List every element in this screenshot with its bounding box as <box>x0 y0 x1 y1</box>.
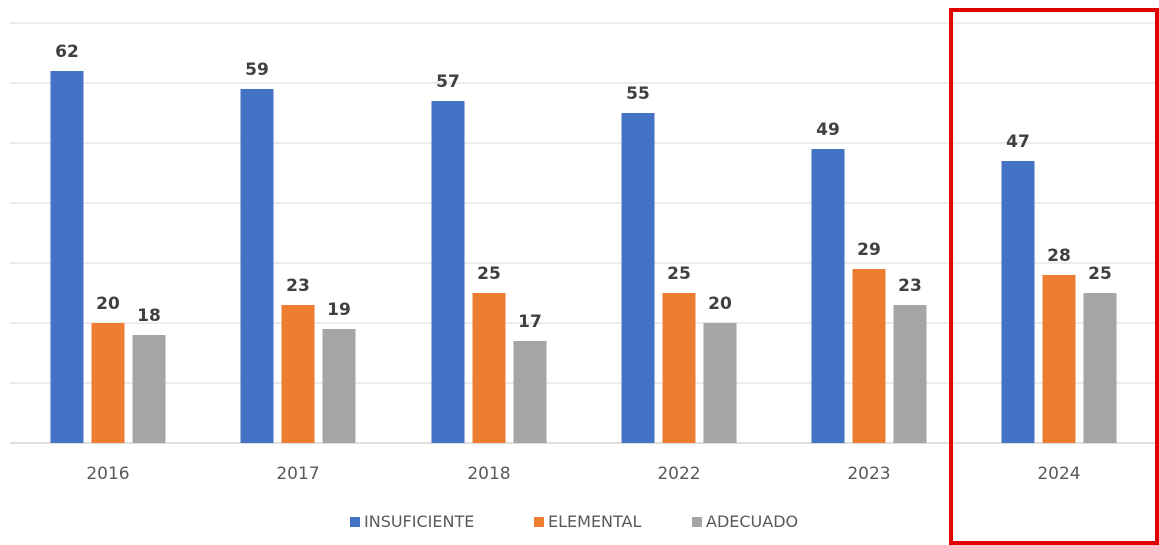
bar-insuficiente-2024 <box>1001 161 1035 443</box>
data-label-insuficiente-2024: 47 <box>1006 132 1030 152</box>
bars <box>50 71 1117 443</box>
data-label-insuficiente-2018: 57 <box>436 72 460 92</box>
x-axis-ticks: 2016 2017 2018 2022 2023 2024 <box>86 464 1080 484</box>
data-label-elemental-2016: 20 <box>96 294 120 314</box>
highlight-box-2024 <box>949 8 1159 545</box>
data-label-insuficiente-2023: 49 <box>816 120 840 140</box>
bar-adecuado-2023 <box>893 305 927 443</box>
data-label-adecuado-2023: 23 <box>898 276 922 296</box>
data-label-elemental-2022: 25 <box>667 264 691 284</box>
legend-label-adecuado: ADECUADO <box>706 512 798 531</box>
x-tick-label-2016: 2016 <box>86 464 129 484</box>
bar-elemental-2023 <box>852 269 886 443</box>
x-tick-label-2023: 2023 <box>847 464 890 484</box>
bar-insuficiente-2023 <box>811 149 845 443</box>
data-label-elemental-2023: 29 <box>857 240 881 260</box>
bar-elemental-2018 <box>472 293 506 443</box>
x-tick-label-2024: 2024 <box>1037 464 1080 484</box>
legend-swatch-elemental <box>534 517 544 527</box>
bar-adecuado-2022 <box>703 323 737 443</box>
data-label-elemental-2024: 28 <box>1047 246 1071 266</box>
bar-adecuado-2018 <box>513 341 547 443</box>
data-label-insuficiente-2022: 55 <box>626 84 650 104</box>
data-label-adecuado-2018: 17 <box>518 312 542 332</box>
data-label-elemental-2017: 23 <box>286 276 310 296</box>
data-label-adecuado-2016: 18 <box>137 306 161 326</box>
legend-swatch-insuficiente <box>350 517 360 527</box>
legend-swatch-adecuado <box>692 517 702 527</box>
data-label-adecuado-2022: 20 <box>708 294 732 314</box>
bar-insuficiente-2017 <box>240 89 274 443</box>
data-label-adecuado-2017: 19 <box>327 300 351 320</box>
bar-insuficiente-2016 <box>50 71 84 443</box>
x-tick-label-2022: 2022 <box>657 464 700 484</box>
bar-elemental-2017 <box>281 305 315 443</box>
bar-elemental-2022 <box>662 293 696 443</box>
bar-insuficiente-2018 <box>431 101 465 443</box>
data-labels: 62 20 18 59 23 19 57 25 17 55 25 20 49 29 23 47 28 25 <box>55 42 1112 332</box>
x-tick-label-2018: 2018 <box>467 464 510 484</box>
bar-elemental-2016 <box>91 323 125 443</box>
bar-adecuado-2016 <box>132 335 166 443</box>
bar-elemental-2024 <box>1042 275 1076 443</box>
legend-label-elemental: ELEMENTAL <box>548 512 641 531</box>
bar-insuficiente-2022 <box>621 113 655 443</box>
bar-adecuado-2017 <box>322 329 356 443</box>
legend-label-insuficiente: INSUFICIENTE <box>364 512 474 531</box>
x-tick-label-2017: 2017 <box>276 464 319 484</box>
legend: INSUFICIENTE ELEMENTAL ADECUADO <box>350 512 798 531</box>
data-label-insuficiente-2017: 59 <box>245 60 269 80</box>
gridlines <box>10 22 1159 444</box>
bar-adecuado-2024 <box>1083 293 1117 443</box>
data-label-elemental-2018: 25 <box>477 264 501 284</box>
data-label-insuficiente-2016: 62 <box>55 42 79 62</box>
data-label-adecuado-2024: 25 <box>1088 264 1112 284</box>
